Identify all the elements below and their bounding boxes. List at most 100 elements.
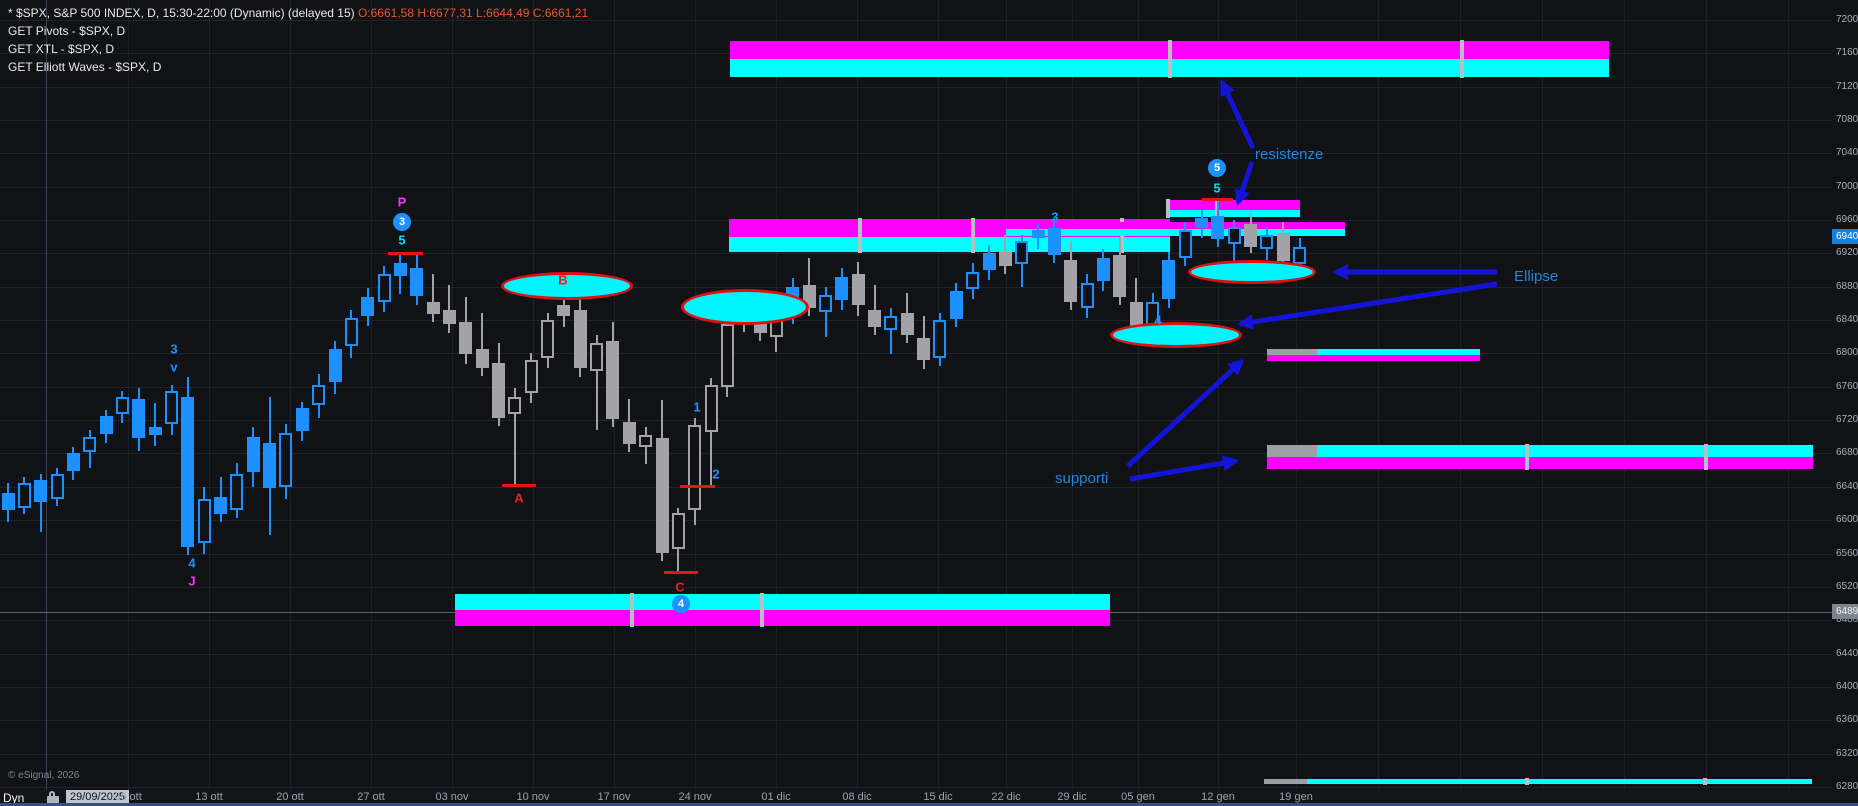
v-gridline [452, 0, 453, 790]
wave-pivot-line [388, 252, 423, 255]
candle [51, 474, 64, 499]
candle [1130, 302, 1143, 327]
candle [394, 263, 407, 276]
v-gridline [1218, 0, 1219, 790]
candle [459, 322, 472, 354]
date-axis-label: 15 dic [923, 791, 953, 803]
price-axis-label: 6320,00 [1836, 748, 1858, 759]
candle-wick [890, 308, 892, 354]
zone-band [1267, 457, 1813, 469]
candle-wick [448, 285, 450, 333]
h-gridline [0, 654, 1832, 655]
candle [950, 291, 963, 319]
zone-tick [858, 218, 862, 253]
v-gridline [371, 0, 372, 790]
lock-icon[interactable] [47, 791, 59, 804]
candle [100, 416, 113, 434]
v-gridline [938, 0, 939, 790]
v-gridline [1542, 0, 1543, 790]
zone-tick [1460, 40, 1464, 78]
zone-band [1317, 349, 1480, 355]
zone-tick [630, 593, 634, 627]
h-gridline [0, 253, 1832, 254]
v-gridline [46, 0, 47, 790]
candle-wick [596, 335, 598, 430]
candle [656, 438, 669, 553]
study-label-elliott: GET Elliott Waves - $SPX, D [8, 60, 162, 74]
v-gridline [857, 0, 858, 790]
study-label-xtl: GET XTL - $SPX, D [8, 42, 115, 56]
v-gridline [1138, 0, 1139, 790]
h-gridline [0, 720, 1832, 721]
price-axis-label: 6840,00 [1836, 314, 1858, 325]
candle [590, 343, 603, 371]
h-gridline [0, 87, 1832, 88]
v-gridline [695, 0, 696, 790]
v-gridline [1706, 0, 1707, 790]
zone-tick [1525, 444, 1529, 470]
zone-band [1006, 222, 1345, 229]
zone-band [1167, 210, 1300, 217]
annotation-supporti: supporti [1055, 470, 1109, 487]
candle-wick [825, 287, 827, 337]
candle [541, 320, 554, 358]
price-axis-label: 7200,00 [1836, 14, 1858, 25]
zone-band [1006, 229, 1345, 236]
wave-pivot-line [1202, 198, 1233, 201]
candle [181, 397, 194, 547]
zone-tick [971, 218, 975, 253]
time-axis-bar[interactable]: Dyn 29/09/2025 06 ott 13 ott 20 ott 27 ott 0… [0, 790, 1858, 806]
annotation-arrow [1219, 79, 1256, 150]
price-axis-label: 6600,00 [1836, 514, 1858, 525]
date-axis-label: 17 nov [597, 791, 631, 803]
candle [1032, 230, 1045, 238]
wave-circled-label: 5 [1208, 159, 1226, 177]
candle-wick [481, 313, 483, 376]
candle [2, 493, 15, 510]
candle [852, 274, 865, 305]
candle [966, 272, 979, 289]
current-price-box: 6940,00 [1832, 229, 1858, 244]
candle-wick [514, 388, 516, 485]
date-axis-label: 27 ott [357, 791, 385, 803]
zone-band [1267, 355, 1480, 361]
wave-label: P [397, 194, 407, 210]
candle [214, 497, 227, 514]
price-axis-label: 6400,00 [1836, 681, 1858, 692]
price-axis-label: 7000,00 [1836, 181, 1858, 192]
candle [508, 397, 521, 414]
candle [427, 302, 440, 314]
price-axis-label: 6440,00 [1836, 648, 1858, 659]
wave-circled-label: 3 [393, 213, 411, 231]
candle [574, 310, 587, 368]
h-gridline [0, 453, 1832, 454]
elliott-target-ellipse [501, 272, 633, 300]
candle [34, 480, 47, 502]
h-gridline [0, 554, 1832, 555]
date-axis-label: 19 gen [1279, 791, 1313, 803]
candle [1162, 260, 1175, 299]
elliott-target-ellipse [1110, 322, 1242, 348]
wave-label: 5 [1213, 180, 1221, 196]
zone-band [1317, 445, 1813, 457]
elliott-target-ellipse [1188, 260, 1316, 284]
price-axis-label: 6480,00 [1836, 614, 1858, 625]
v-gridline [533, 0, 534, 790]
v-gridline [290, 0, 291, 790]
candle-wick [710, 378, 712, 486]
h-gridline [0, 387, 1832, 388]
session-start-date[interactable]: 29/09/2025 [66, 790, 130, 804]
symbol-title: * $SPX, S&P 500 INDEX, D, 15:30-22:00 (D… [8, 6, 358, 20]
price-axis-label: 6720,00 [1836, 414, 1858, 425]
h-gridline [0, 120, 1832, 121]
copyright-notice: © eSignal, 2026 [8, 770, 80, 781]
h-gridline [0, 754, 1832, 755]
price-axis-label: 6280,00 [1836, 781, 1858, 792]
wave-label: 4 [188, 555, 196, 571]
candle [18, 483, 31, 508]
date-axis-label: 01 dic [761, 791, 791, 803]
zone-gray-segment [1267, 349, 1317, 355]
candle [557, 305, 570, 316]
candle [917, 338, 930, 360]
candle [67, 453, 80, 471]
